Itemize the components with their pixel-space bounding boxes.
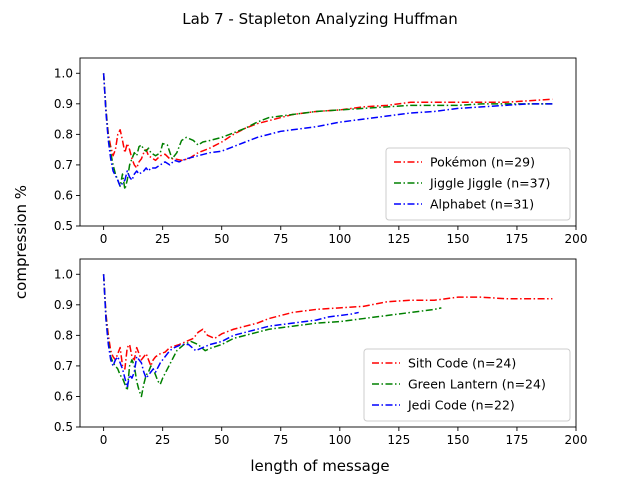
x-tick-label: 50 [214, 433, 229, 447]
x-tick-label: 100 [328, 232, 351, 246]
series-line-1 [102, 73, 553, 169]
x-tick-label: 0 [100, 232, 108, 246]
series-line-3 [102, 73, 553, 188]
y-tick-label: 0.9 [54, 298, 73, 312]
x-tick-label: 150 [446, 232, 469, 246]
y-tick-label: 0.8 [54, 328, 73, 342]
y-tick-label: 0.8 [54, 127, 73, 141]
x-tick-label: 125 [387, 232, 410, 246]
legend: Pokémon (n=29) Jiggle Jiggle (n=37) Alphab… [385, 147, 571, 221]
legend: Sith Code (n=24) Green Lantern (n=24) Jedi… [363, 348, 571, 422]
figure-xlabel: length of message [250, 457, 389, 475]
x-tick-label: 175 [505, 433, 528, 447]
y-tick-label: 0.5 [54, 219, 73, 233]
series-line-2 [102, 73, 553, 191]
series-line-2 [102, 274, 442, 398]
legend-label-2: Jiggle Jiggle (n=37) [429, 176, 550, 191]
x-tick-label: 75 [273, 232, 288, 246]
legend-label-1: Sith Code (n=24) [408, 356, 516, 371]
legend-label-1: Pokémon (n=29) [430, 155, 535, 170]
legend-box [385, 147, 571, 221]
x-tick-label: 25 [155, 433, 170, 447]
series-line-3 [102, 274, 359, 389]
series-line-1 [102, 274, 553, 370]
y-tick-label: 1.0 [54, 66, 73, 80]
legend-box [363, 348, 571, 422]
chart-panel-bottom: 0 25 50 75 100 125 150 175 200 0.5 0.6 0.7 0.8 0.9 1.0… [54, 258, 588, 447]
y-tick-label: 0.9 [54, 97, 73, 111]
x-tick-label: 100 [328, 433, 351, 447]
x-tick-label: 0 [100, 433, 108, 447]
x-tick-label: 200 [565, 433, 588, 447]
series-group [102, 73, 553, 191]
legend-label-3: Jedi Code (n=22) [407, 398, 515, 413]
legend-label-2: Green Lantern (n=24) [408, 377, 546, 392]
y-tick-label: 0.6 [54, 389, 73, 403]
legend-label-3: Alphabet (n=31) [430, 197, 534, 212]
y-tick-label: 0.5 [54, 420, 73, 434]
x-tick-label: 75 [273, 433, 288, 447]
y-tick-label: 1.0 [54, 267, 73, 281]
axes-frame [79, 57, 577, 227]
x-tick-label: 25 [155, 232, 170, 246]
x-tick-label: 175 [505, 232, 528, 246]
x-tick-label: 50 [214, 232, 229, 246]
chart-panel-top: 0 25 50 75 100 125 150 175 200 0.5 0.6 0.7 0.8 0.9 1.0… [54, 57, 588, 246]
x-tick-label: 150 [446, 433, 469, 447]
figure-ylabel: compression % [12, 185, 30, 299]
axes-frame [79, 258, 577, 428]
series-group [102, 274, 553, 398]
y-tick-label: 0.7 [54, 158, 73, 172]
y-tick-label: 0.6 [54, 188, 73, 202]
figure-title: Lab 7 - Stapleton Analyzing Huffman [182, 10, 457, 28]
x-tick-label: 200 [565, 232, 588, 246]
y-tick-label: 0.7 [54, 359, 73, 373]
x-tick-label: 125 [387, 433, 410, 447]
